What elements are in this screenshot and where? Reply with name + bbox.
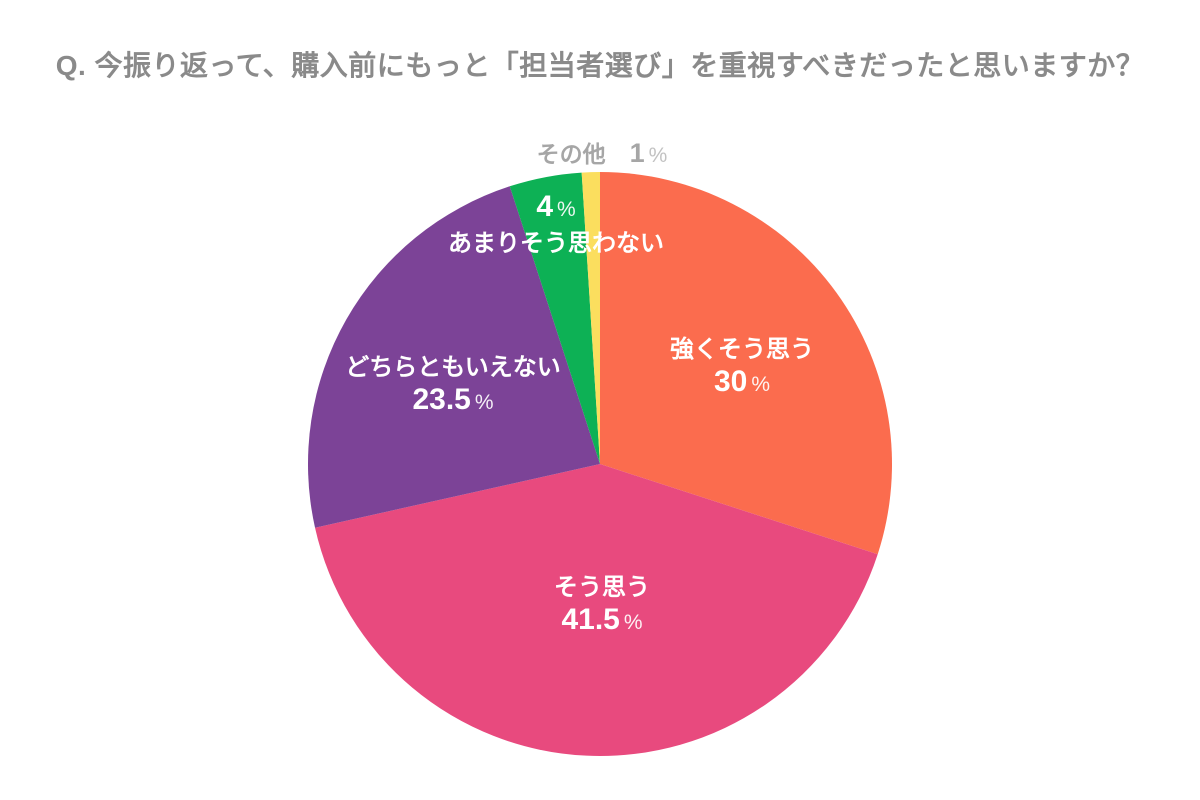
pie-slice-4 [581,172,600,464]
pie-slice-1 [315,464,878,757]
slice-label-text: そう思う [554,574,650,601]
slice-label-text: どちらともいえない [345,354,561,381]
slice-label-disagree: 4% あまりそう思わない [448,191,664,260]
slice-percent-number: 23.5 [412,383,471,416]
slice-label-other: その他 1% [537,137,668,174]
pie-slice-2 [307,186,600,528]
slice-label-value: 30% [670,366,814,403]
slice-label-text: 強くそう思う [670,336,814,363]
percent-sign: % [557,198,576,221]
slice-label-text: その他 [536,141,606,167]
slice-percent-number: 30 [713,365,748,398]
percent-sign: % [751,373,771,396]
slice-label-value: 1% [630,138,668,168]
chart-title: Q. 今振り返って、購入前にもっと「担当者選び」を重視すべきだったと思いますか？ [55,50,1145,81]
pie-slice-3 [509,172,600,464]
slice-percent-number: 1 [629,138,645,168]
slice-label-value: 23.5% [345,384,561,421]
slice-label-value: 41.5% [554,604,650,641]
percent-sign: % [648,144,668,167]
slice-label-text: あまりそう思わない [448,230,664,257]
slice-label-neutral: どちらともいえない 23.5% [345,352,561,421]
slice-percent-number: 4 [536,190,553,223]
slice-label-strongly-agree: 強くそう思う 30% [670,334,814,403]
slice-label-agree: そう思う 41.5% [554,572,650,641]
pie-slice-0 [600,172,893,555]
slice-label-value: 4% [448,191,664,228]
percent-sign: % [474,391,494,414]
percent-sign: % [623,611,643,634]
slice-percent-number: 41.5 [561,603,620,636]
